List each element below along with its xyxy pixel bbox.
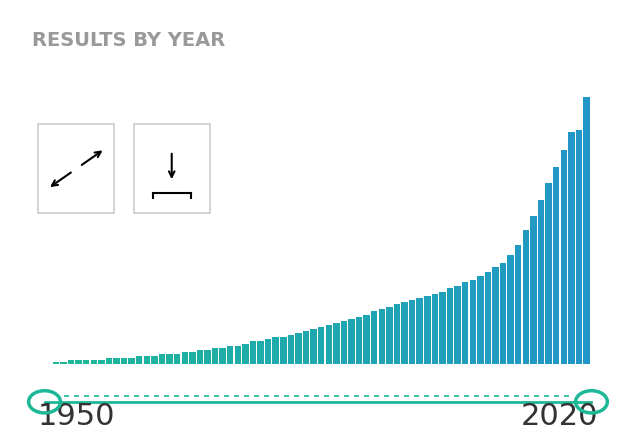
- Bar: [333, 323, 340, 364]
- Bar: [568, 132, 574, 364]
- Bar: [159, 354, 165, 364]
- Bar: [432, 294, 438, 364]
- Bar: [121, 358, 127, 364]
- Bar: [583, 97, 590, 364]
- Bar: [98, 360, 104, 364]
- Bar: [212, 348, 218, 364]
- Bar: [250, 341, 256, 364]
- Bar: [401, 302, 408, 364]
- Bar: [417, 298, 423, 364]
- Bar: [371, 311, 377, 364]
- Bar: [128, 358, 135, 364]
- Bar: [356, 317, 363, 364]
- Bar: [204, 350, 211, 364]
- Bar: [167, 354, 173, 364]
- Bar: [447, 288, 453, 364]
- Bar: [303, 331, 309, 364]
- Bar: [363, 315, 370, 364]
- Bar: [90, 360, 97, 364]
- Bar: [60, 362, 67, 364]
- Bar: [113, 358, 120, 364]
- Bar: [553, 167, 560, 364]
- Bar: [576, 130, 582, 364]
- Bar: [318, 327, 324, 364]
- Bar: [295, 333, 301, 364]
- Bar: [394, 305, 400, 364]
- Bar: [242, 344, 249, 364]
- Bar: [235, 345, 241, 364]
- Bar: [477, 276, 483, 364]
- Bar: [197, 350, 203, 364]
- Bar: [386, 306, 392, 364]
- Text: 1950: 1950: [38, 402, 116, 431]
- Bar: [258, 341, 264, 364]
- Bar: [227, 345, 233, 364]
- Bar: [500, 263, 506, 364]
- Bar: [310, 329, 317, 364]
- Bar: [144, 356, 150, 364]
- Bar: [280, 337, 286, 364]
- Bar: [409, 300, 415, 364]
- Bar: [454, 286, 461, 364]
- Bar: [272, 337, 279, 364]
- Bar: [515, 245, 522, 364]
- Bar: [151, 356, 158, 364]
- Bar: [492, 267, 499, 364]
- Bar: [545, 183, 552, 364]
- Bar: [378, 309, 385, 364]
- Bar: [439, 292, 446, 364]
- Bar: [106, 358, 112, 364]
- Bar: [424, 296, 431, 364]
- Bar: [76, 360, 82, 364]
- Text: RESULTS BY YEAR: RESULTS BY YEAR: [32, 31, 225, 50]
- Bar: [174, 354, 181, 364]
- Bar: [469, 280, 476, 364]
- Bar: [219, 348, 226, 364]
- Bar: [462, 282, 469, 364]
- Bar: [341, 321, 347, 364]
- Bar: [508, 255, 514, 364]
- Bar: [523, 230, 529, 364]
- Bar: [287, 335, 294, 364]
- Bar: [181, 352, 188, 364]
- Text: 2020: 2020: [520, 402, 598, 431]
- Bar: [53, 362, 59, 364]
- Bar: [560, 151, 567, 364]
- Bar: [538, 200, 544, 364]
- Bar: [265, 339, 272, 364]
- Bar: [189, 352, 195, 364]
- Bar: [349, 319, 355, 364]
- Bar: [136, 356, 142, 364]
- Bar: [83, 360, 90, 364]
- Bar: [326, 325, 332, 364]
- Bar: [530, 216, 537, 364]
- Bar: [68, 360, 74, 364]
- Bar: [485, 272, 491, 364]
